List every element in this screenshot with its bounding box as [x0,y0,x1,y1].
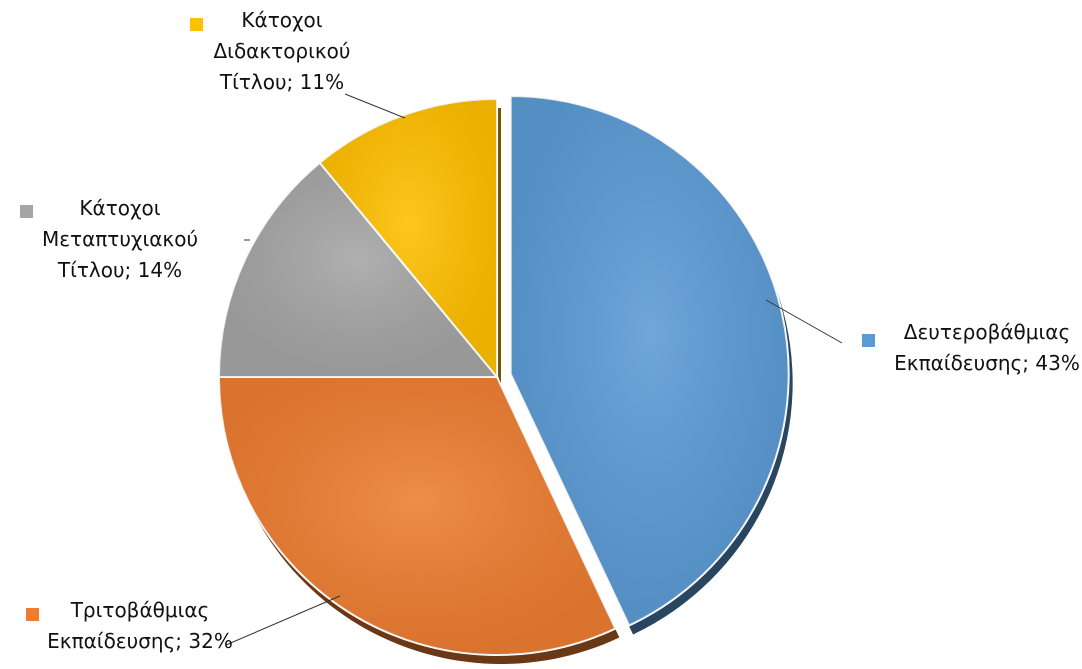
data-label: Κάτοχοι Διδακτορικού Τίτλου; 11% [214,8,351,94]
data-label-line: Τριτοβάθμιας [70,598,210,622]
data-label-line: Κάτοχοι [79,196,160,220]
data-label: Τριτοβάθμιας Εκπαίδευσης; 32% [47,598,233,653]
data-label-line: Μεταπτυχιακού [42,227,198,251]
leader-line [765,299,843,344]
data-label-line: Κάτοχοι [241,8,322,32]
label-color-marker [862,334,875,347]
data-label-line: Τίτλου; 14% [57,258,182,282]
data-label-line: Δευτεροβάθμιας [904,320,1070,344]
slices-group [217,94,790,656]
data-label: Δευτεροβάθμιας Εκπαίδευσης; 43% [894,320,1080,375]
data-label: Κάτοχοι Μεταπτυχιακού Τίτλου; 14% [42,196,198,282]
label-color-marker [190,18,203,31]
data-label-line: Εκπαίδευσης; 43% [894,351,1080,375]
pie-slice-shading [510,95,789,626]
pie-slice-shading [219,377,616,655]
pie-slice-shading [319,99,497,377]
leader-lines-group [225,93,843,646]
label-color-marker [26,608,39,621]
label-color-marker [20,205,33,218]
pie-slice-shading [219,162,497,377]
data-label-line: Διδακτορικού [214,39,351,63]
data-label-line: Τίτλου; 11% [219,70,344,94]
leader-line [225,595,341,646]
leader-line [344,93,406,119]
data-label-line: Εκπαίδευσης; 32% [47,629,233,653]
labels-group: Δευτεροβάθμιας Εκπαίδευσης; 43% Τριτοβάθμι… [20,8,1080,653]
